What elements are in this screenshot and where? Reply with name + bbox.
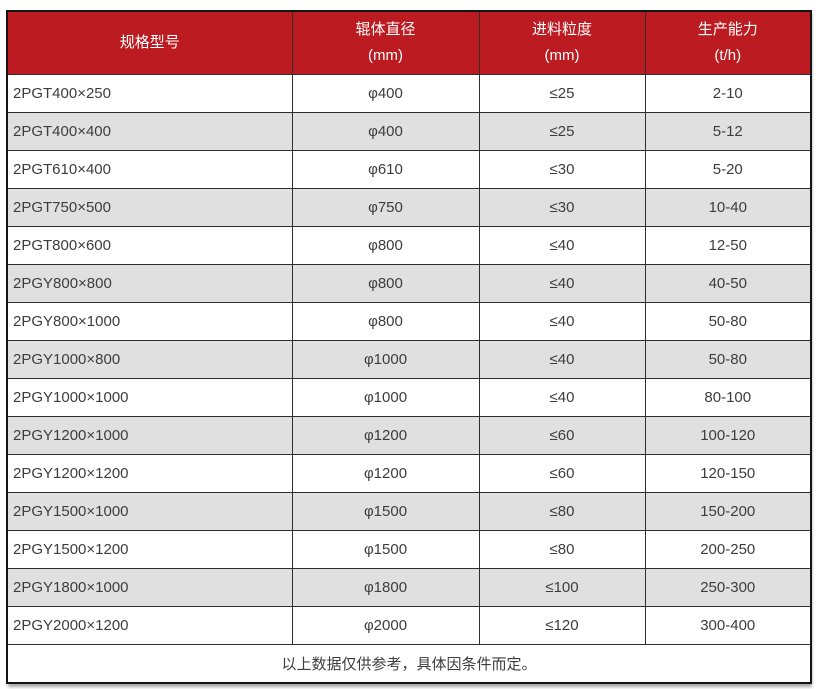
model-cell: 2PGT400×250 bbox=[6, 74, 293, 113]
feed-size-cell: ≤60 bbox=[478, 454, 646, 493]
header-unit: (t/h) bbox=[714, 47, 742, 64]
diameter-cell: φ400 bbox=[291, 74, 480, 113]
table-row: 2PGY800×1000 φ800 ≤40 50-80 bbox=[6, 302, 812, 341]
capacity-cell: 40-50 bbox=[644, 264, 812, 303]
table-footer: 以上数据仅供参考，具体因条件而定。 bbox=[6, 644, 812, 684]
diameter-cell: φ750 bbox=[291, 188, 480, 227]
footer-note: 以上数据仅供参考，具体因条件而定。 bbox=[6, 644, 812, 684]
diameter-cell: φ400 bbox=[291, 112, 480, 151]
table-row: 2PGY1000×1000 φ1000 ≤40 80-100 bbox=[6, 378, 812, 417]
model-cell: 2PGY1200×1000 bbox=[6, 416, 293, 455]
model-cell: 2PGY1000×800 bbox=[6, 340, 293, 379]
capacity-cell: 120-150 bbox=[644, 454, 812, 493]
table-row: 2PGY1200×1000 φ1200 ≤60 100-120 bbox=[6, 416, 812, 455]
header-cell-capacity: 生产能力 (t/h) bbox=[644, 10, 812, 75]
capacity-cell: 5-12 bbox=[644, 112, 812, 151]
capacity-cell: 10-40 bbox=[644, 188, 812, 227]
feed-size-cell: ≤80 bbox=[478, 530, 646, 569]
capacity-cell: 100-120 bbox=[644, 416, 812, 455]
header-unit: (mm) bbox=[368, 47, 403, 64]
feed-size-cell: ≤100 bbox=[478, 568, 646, 607]
table-row: 2PGY1500×1000 φ1500 ≤80 150-200 bbox=[6, 492, 812, 531]
table-row: 2PGT400×400 φ400 ≤25 5-12 bbox=[6, 112, 812, 151]
header-label: 进料粒度 bbox=[531, 21, 592, 38]
model-cell: 2PGT610×400 bbox=[6, 150, 293, 189]
table-row: 2PGT400×250 φ400 ≤25 2-10 bbox=[6, 74, 812, 113]
model-cell: 2PGY800×1000 bbox=[6, 302, 293, 341]
model-cell: 2PGY1200×1200 bbox=[6, 454, 293, 493]
table-row: 2PGT610×400 φ610 ≤30 5-20 bbox=[6, 150, 812, 189]
diameter-cell: φ800 bbox=[291, 226, 480, 265]
table-row: 2PGT750×500 φ750 ≤30 10-40 bbox=[6, 188, 812, 227]
header-cell-feed-size: 进料粒度 (mm) bbox=[478, 10, 646, 75]
capacity-cell: 5-20 bbox=[644, 150, 812, 189]
diameter-cell: φ800 bbox=[291, 264, 480, 303]
header-row: 规格型号 辊体直径 (mm) 进料粒度 (mm) 生产能力 (t/h) bbox=[6, 10, 812, 75]
feed-size-cell: ≤30 bbox=[478, 188, 646, 227]
feed-size-cell: ≤40 bbox=[478, 378, 646, 417]
diameter-cell: φ1800 bbox=[291, 568, 480, 607]
diameter-cell: φ800 bbox=[291, 302, 480, 341]
capacity-cell: 150-200 bbox=[644, 492, 812, 531]
model-cell: 2PGY1000×1000 bbox=[6, 378, 293, 417]
capacity-cell: 200-250 bbox=[644, 530, 812, 569]
model-cell: 2PGT750×500 bbox=[6, 188, 293, 227]
header-label: 生产能力 bbox=[697, 21, 758, 38]
table-row: 2PGY1000×800 φ1000 ≤40 50-80 bbox=[6, 340, 812, 379]
header-label: 辊体直径 bbox=[355, 21, 416, 38]
diameter-cell: φ610 bbox=[291, 150, 480, 189]
model-cell: 2PGT400×400 bbox=[6, 112, 293, 151]
model-cell: 2PGY1500×1000 bbox=[6, 492, 293, 531]
table-row: 2PGY800×800 φ800 ≤40 40-50 bbox=[6, 264, 812, 303]
table-row: 2PGY2000×1200 φ2000 ≤120 300-400 bbox=[6, 606, 812, 645]
header-cell-model: 规格型号 bbox=[6, 10, 293, 75]
diameter-cell: φ1500 bbox=[291, 492, 480, 531]
capacity-cell: 50-80 bbox=[644, 302, 812, 341]
feed-size-cell: ≤30 bbox=[478, 150, 646, 189]
table-row: 2PGY1200×1200 φ1200 ≤60 120-150 bbox=[6, 454, 812, 493]
capacity-cell: 12-50 bbox=[644, 226, 812, 265]
table-body: 2PGT400×250 φ400 ≤25 2-10 2PGT400×400 φ400 ≤25… bbox=[6, 74, 812, 645]
capacity-cell: 80-100 bbox=[644, 378, 812, 417]
model-cell: 2PGT800×600 bbox=[6, 226, 293, 265]
capacity-cell: 250-300 bbox=[644, 568, 812, 607]
model-cell: 2PGY1500×1200 bbox=[6, 530, 293, 569]
feed-size-cell: ≤40 bbox=[478, 264, 646, 303]
feed-size-cell: ≤120 bbox=[478, 606, 646, 645]
feed-size-cell: ≤25 bbox=[478, 74, 646, 113]
header-unit: (mm) bbox=[544, 47, 580, 64]
diameter-cell: φ1200 bbox=[291, 416, 480, 455]
diameter-cell: φ1000 bbox=[291, 340, 480, 379]
diameter-cell: φ1000 bbox=[291, 378, 480, 417]
capacity-cell: 2-10 bbox=[644, 74, 812, 113]
feed-size-cell: ≤40 bbox=[478, 226, 646, 265]
feed-size-cell: ≤40 bbox=[478, 302, 646, 341]
diameter-cell: φ2000 bbox=[291, 606, 480, 645]
header-label: 规格型号 bbox=[119, 34, 180, 51]
header-cell-roller-diameter: 辊体直径 (mm) bbox=[291, 10, 480, 75]
model-cell: 2PGY1800×1000 bbox=[6, 568, 293, 607]
table-header: 规格型号 辊体直径 (mm) 进料粒度 (mm) 生产能力 (t/h) bbox=[6, 10, 812, 75]
diameter-cell: φ1500 bbox=[291, 530, 480, 569]
capacity-cell: 300-400 bbox=[644, 606, 812, 645]
model-cell: 2PGY800×800 bbox=[6, 264, 293, 303]
spec-table: 规格型号 辊体直径 (mm) 进料粒度 (mm) 生产能力 (t/h) bbox=[6, 10, 812, 684]
feed-size-cell: ≤25 bbox=[478, 112, 646, 151]
feed-size-cell: ≤40 bbox=[478, 340, 646, 379]
feed-size-cell: ≤60 bbox=[478, 416, 646, 455]
feed-size-cell: ≤80 bbox=[478, 492, 646, 531]
table-row: 2PGY1500×1200 φ1500 ≤80 200-250 bbox=[6, 530, 812, 569]
capacity-cell: 50-80 bbox=[644, 340, 812, 379]
spec-table-container: 规格型号 辊体直径 (mm) 进料粒度 (mm) 生产能力 (t/h) bbox=[6, 10, 812, 684]
table-row: 2PGT800×600 φ800 ≤40 12-50 bbox=[6, 226, 812, 265]
diameter-cell: φ1200 bbox=[291, 454, 480, 493]
model-cell: 2PGY2000×1200 bbox=[6, 606, 293, 645]
table-row: 2PGY1800×1000 φ1800 ≤100 250-300 bbox=[6, 568, 812, 607]
footer-row: 以上数据仅供参考，具体因条件而定。 bbox=[6, 644, 812, 684]
